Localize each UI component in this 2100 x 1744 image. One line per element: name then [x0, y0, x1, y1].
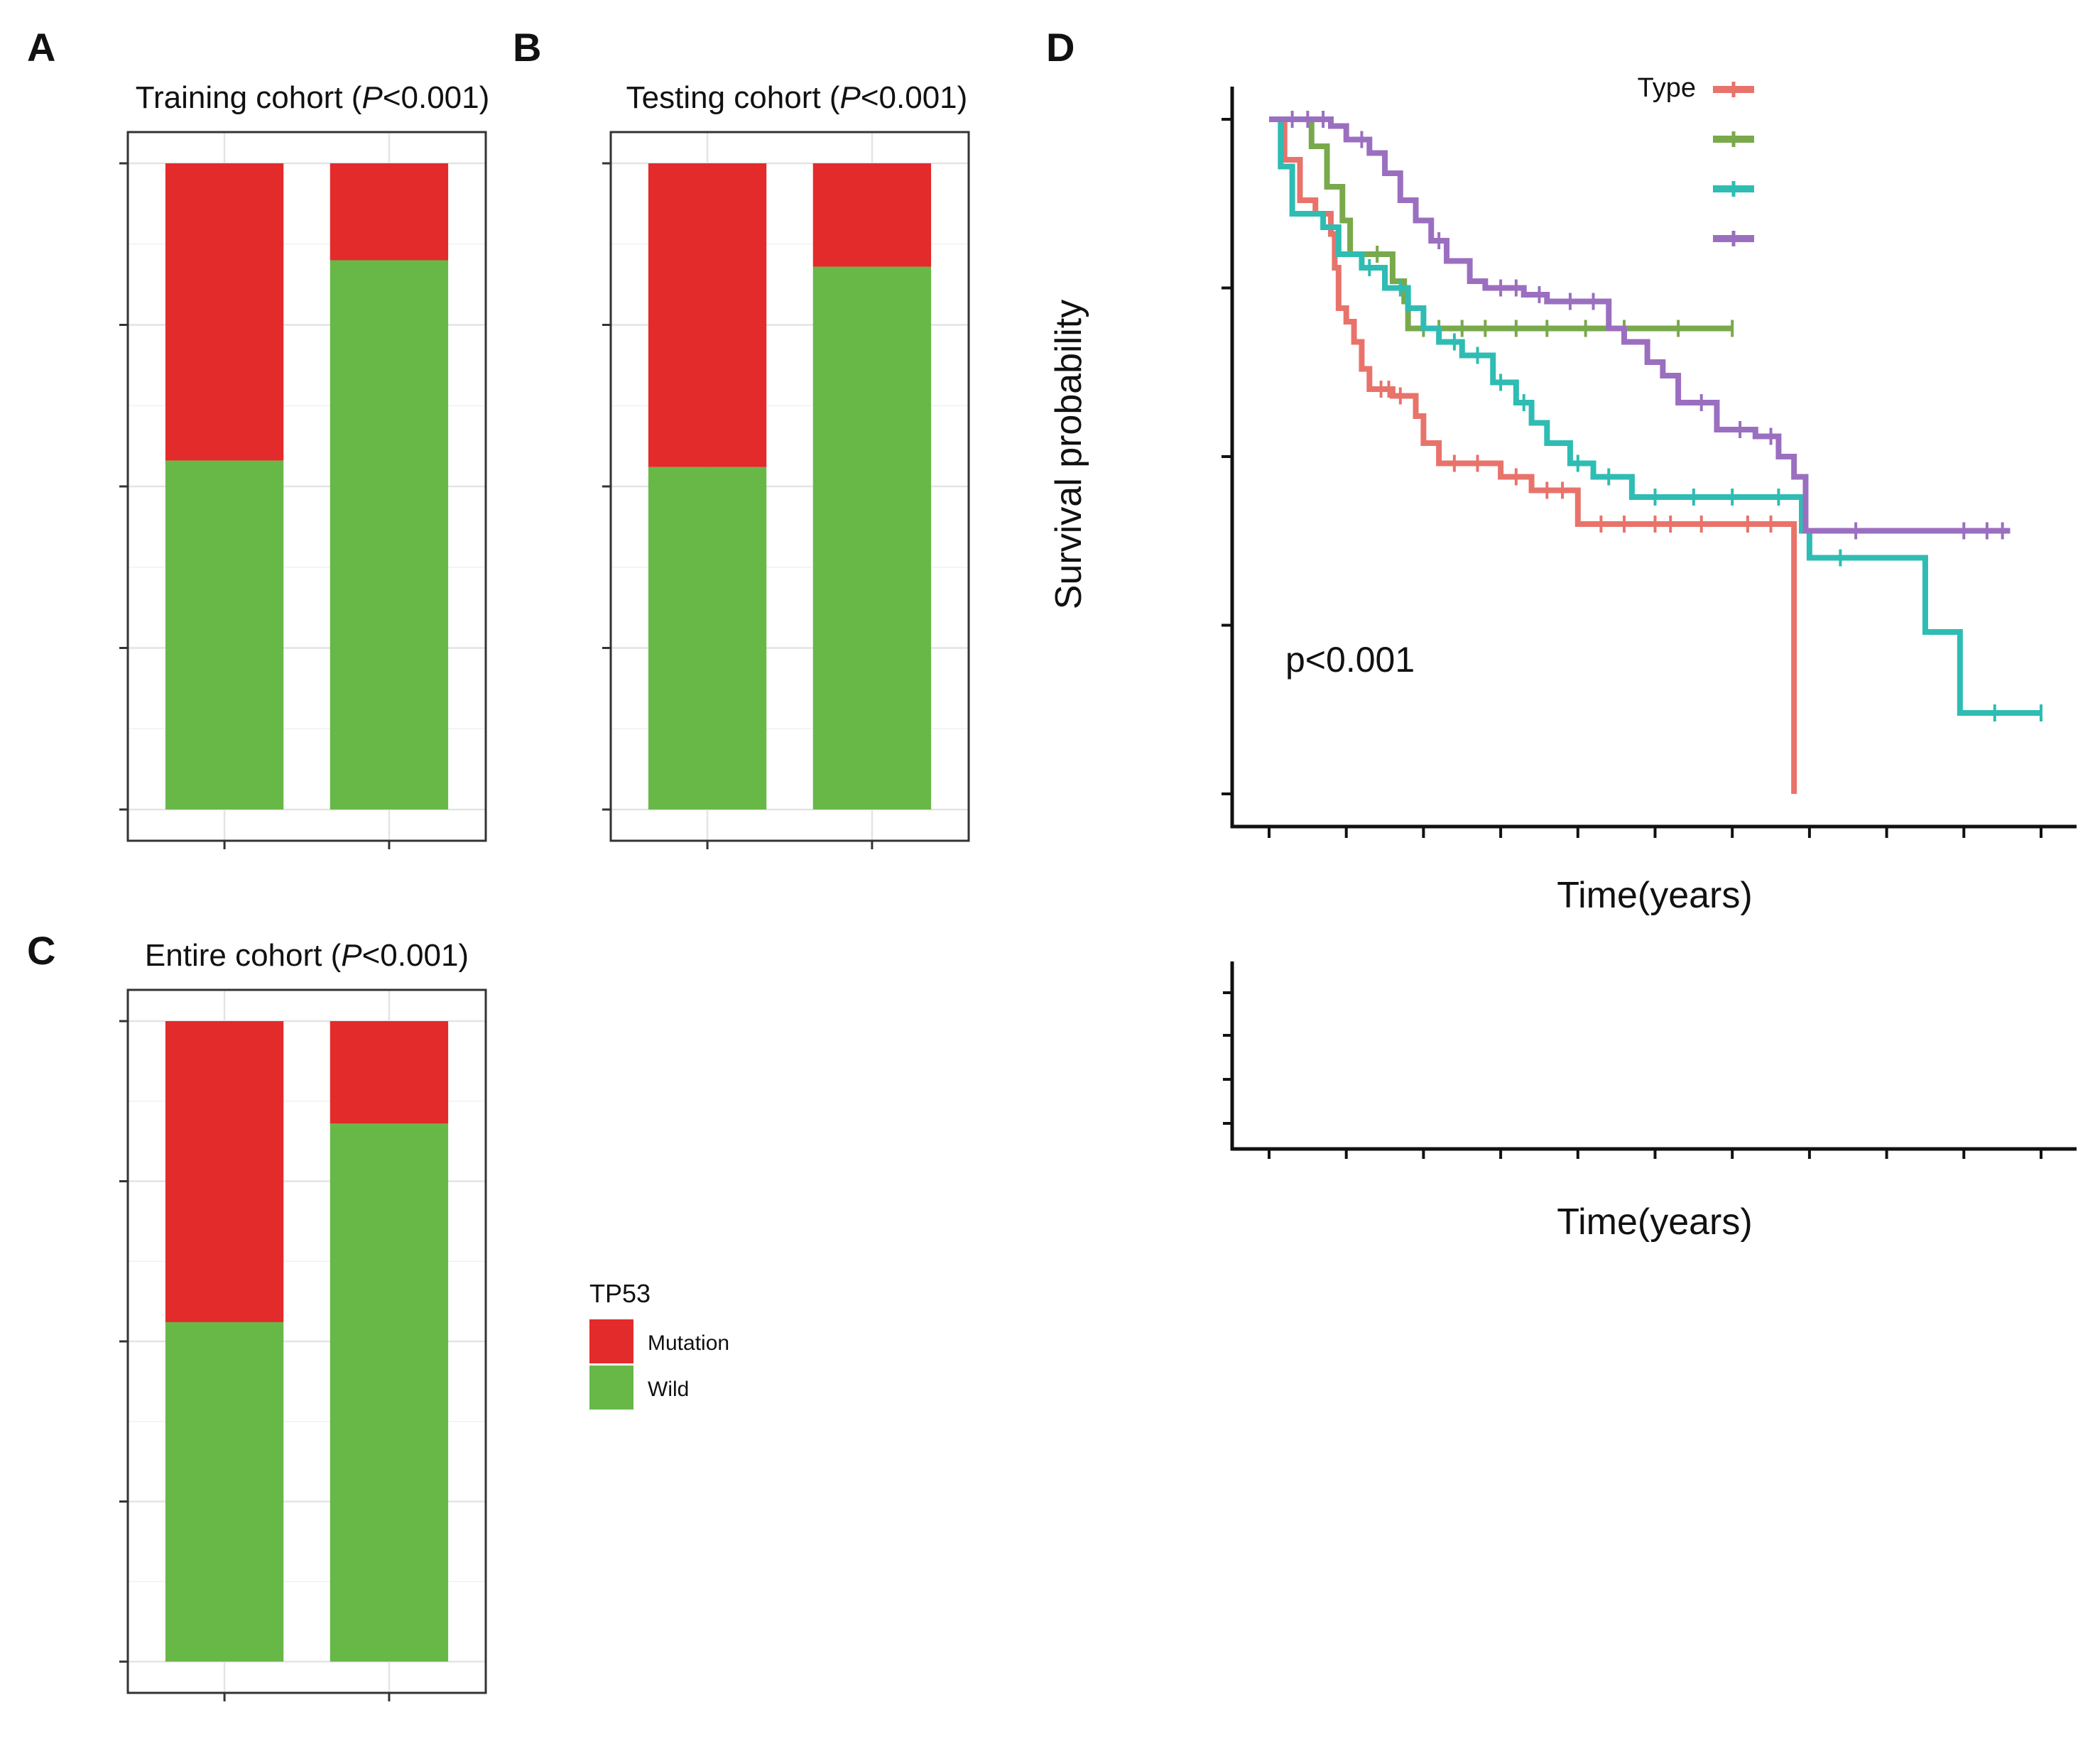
- km-legend: Type: [1638, 73, 1754, 246]
- bar-mutation-low-risk: [330, 1021, 449, 1124]
- bar-mutation-high-risk: [165, 1021, 284, 1322]
- tp53-legend-title: TP53: [589, 1279, 651, 1308]
- km-curve-tp53-wild-type-low-risk: [1269, 116, 2011, 534]
- bar-mutation-low-risk: [330, 163, 449, 261]
- tp53-legend-swatch-mutation: [589, 1319, 633, 1363]
- panel-letter-d: D: [1046, 25, 1075, 70]
- km-legend-title: Type: [1638, 73, 1696, 103]
- risk-table-x-axis-label: Time(years): [1557, 1201, 1752, 1243]
- panel-b-title: Testing cohort (P<0.001): [626, 80, 968, 115]
- panel-d-km-plot: [1222, 87, 2077, 838]
- panel-letter-a: A: [27, 25, 55, 70]
- panel-a-bar-chart: [119, 131, 487, 849]
- km-x-axis-label: Time(years): [1557, 875, 1752, 916]
- bar-mutation-high-risk: [165, 163, 284, 461]
- bar-mutation-low-risk: [812, 163, 932, 267]
- bar-wild-high-risk: [648, 467, 767, 810]
- tp53-legend-label-mutation: Mutation: [648, 1331, 729, 1355]
- tp53-legend-swatch-wild: [589, 1366, 633, 1410]
- tp53-legend: TP53 Mutation Wild: [589, 1279, 729, 1410]
- panel-letter-c: C: [27, 928, 55, 973]
- panel-c-bar-chart: [119, 988, 487, 1701]
- tp53-legend-label-wild: Wild: [648, 1378, 689, 1401]
- bar-wild-low-risk: [812, 266, 932, 810]
- panel-letter-b: B: [513, 25, 541, 70]
- panel-c-title: Entire cohort (P<0.001): [145, 938, 469, 973]
- risk-table: [1223, 961, 2077, 1159]
- panel-b-bar-chart: [602, 131, 970, 849]
- bar-wild-high-risk: [165, 1321, 284, 1662]
- panel-a-title: Training cohort (P<0.001): [136, 80, 490, 115]
- bar-wild-low-risk: [330, 260, 449, 810]
- km-y-axis-label: Survival probability: [1048, 300, 1089, 609]
- bar-wild-low-risk: [330, 1123, 449, 1662]
- km-pvalue: p<0.001: [1285, 640, 1415, 680]
- km-curve-tp53-wild-type-high-risk: [1269, 116, 2041, 716]
- bar-wild-high-risk: [165, 460, 284, 810]
- bar-mutation-high-risk: [648, 163, 767, 467]
